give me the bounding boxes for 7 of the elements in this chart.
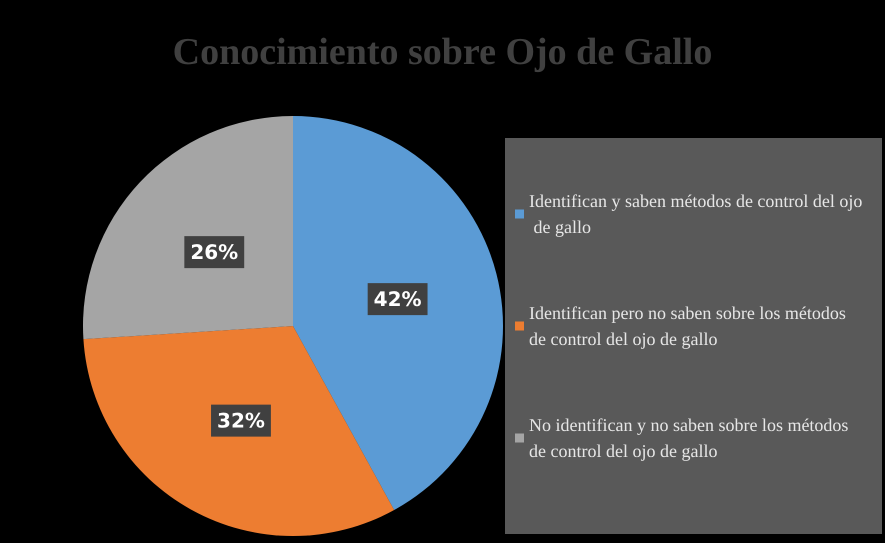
legend-label: No identifican y no saben sobre los métodos de control del ojo de gallo xyxy=(529,415,853,461)
legend-label: Identifican y saben métodos de control del ojo de gallo xyxy=(529,191,862,237)
chart-title: Conocimiento sobre Ojo de Gallo xyxy=(172,31,712,73)
legend-label: Identifican pero no saben sobre los métodos de control del ojo de gallo xyxy=(529,303,850,349)
data-label: 32% xyxy=(217,408,265,433)
data-label: 42% xyxy=(374,287,422,312)
data-label: 26% xyxy=(190,240,238,264)
